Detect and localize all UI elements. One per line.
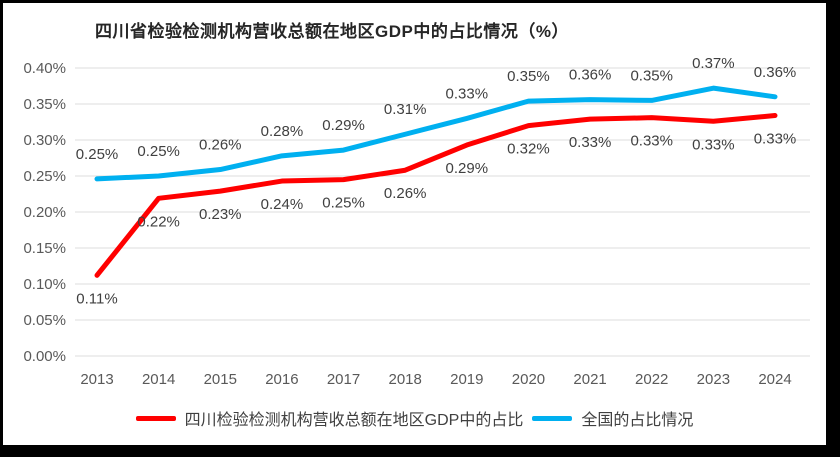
legend-swatch-national bbox=[532, 415, 573, 421]
x-tick-label: 2016 bbox=[265, 371, 298, 388]
data-label-1: 0.29% bbox=[322, 117, 365, 134]
data-label-1: 0.35% bbox=[630, 67, 673, 84]
data-label-0: 0.22% bbox=[137, 213, 180, 230]
x-tick-label: 2015 bbox=[204, 371, 237, 388]
data-label-1: 0.25% bbox=[137, 143, 180, 160]
x-tick-label: 2024 bbox=[758, 371, 791, 388]
legend-label-sichuan: 四川检验检测机构营收总额在地区GDP中的占比 bbox=[184, 412, 524, 429]
y-tick-label: 0.10% bbox=[23, 276, 66, 293]
series-line-0 bbox=[94, 113, 778, 278]
data-label-1: 0.28% bbox=[261, 123, 304, 140]
data-label-0: 0.24% bbox=[261, 196, 304, 213]
y-tick-label: 0.20% bbox=[23, 204, 66, 221]
legend-swatch-sichuan bbox=[135, 415, 176, 421]
x-tick-label: 2021 bbox=[573, 371, 606, 388]
data-label-1: 0.37% bbox=[692, 55, 735, 72]
data-label-0: 0.25% bbox=[322, 195, 365, 212]
y-tick-label: 0.35% bbox=[23, 96, 66, 113]
y-tick-label: 0.30% bbox=[23, 132, 66, 149]
data-label-1: 0.25% bbox=[76, 146, 119, 163]
chart-title: 四川省检验检测机构营收总额在地区GDP中的占比情况（%） bbox=[95, 22, 569, 41]
data-label-1: 0.31% bbox=[384, 101, 427, 118]
legend: 四川检验检测机构营收总额在地区GDP中的占比 全国的占比情况 bbox=[3, 406, 826, 430]
y-tick-label: 0.40% bbox=[23, 60, 66, 77]
x-tick-label: 2013 bbox=[80, 371, 113, 388]
data-label-0: 0.23% bbox=[199, 206, 242, 223]
x-tick-label: 2014 bbox=[142, 371, 175, 388]
y-tick-label: 0.00% bbox=[23, 348, 66, 365]
x-tick-label: 2020 bbox=[512, 371, 545, 388]
data-label-1: 0.35% bbox=[507, 68, 550, 85]
data-label-1: 0.36% bbox=[569, 67, 612, 84]
data-label-0: 0.32% bbox=[507, 141, 550, 158]
data-label-0: 0.33% bbox=[692, 136, 735, 153]
data-label-0: 0.11% bbox=[76, 290, 117, 307]
x-tick-label: 2022 bbox=[635, 371, 668, 388]
data-label-0: 0.33% bbox=[630, 133, 673, 150]
legend-label-national: 全国的占比情况 bbox=[581, 412, 694, 429]
data-label-0: 0.29% bbox=[446, 160, 489, 177]
plot-area: 0.40% 0.35% 0.30% 0.25% 0.20% 0.15% 0.10% 0.05%… bbox=[23, 55, 810, 388]
x-tick-label: 2019 bbox=[450, 371, 483, 388]
y-tick-label: 0.15% bbox=[23, 240, 66, 257]
data-label-0: 0.26% bbox=[384, 185, 427, 202]
data-label-0: 0.33% bbox=[569, 134, 612, 151]
y-tick-label: 0.25% bbox=[23, 168, 66, 185]
data-label-1: 0.26% bbox=[199, 137, 242, 154]
x-tick-label: 2018 bbox=[388, 371, 421, 388]
series-line-1 bbox=[94, 85, 778, 182]
x-tick-label: 2017 bbox=[327, 371, 360, 388]
data-label-1: 0.36% bbox=[754, 64, 797, 81]
data-label-0: 0.33% bbox=[754, 131, 797, 148]
y-tick-label: 0.05% bbox=[23, 312, 66, 329]
x-tick-label: 2023 bbox=[697, 371, 730, 388]
data-label-1: 0.33% bbox=[446, 85, 489, 102]
